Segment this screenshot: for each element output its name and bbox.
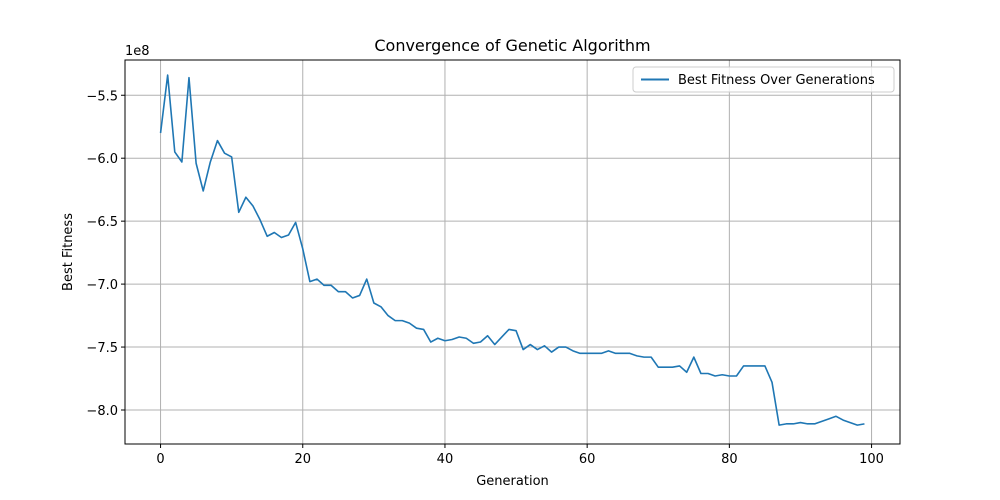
legend-box (632, 66, 895, 93)
x-tick-label: 20 (294, 452, 311, 467)
chart-title: Convergence of Genetic Algorithm (374, 36, 650, 55)
legend: Best Fitness Over Generations (632, 66, 895, 93)
x-tick-label: 40 (437, 452, 454, 467)
y-axis-ticks: −8.0 −7.5 −7.0 −6.5 −6.0 −5.5 (86, 89, 125, 419)
x-tick-label: 0 (156, 452, 164, 467)
x-axis-ticks: 0 20 40 60 80 100 (156, 444, 884, 467)
y-axis-offset-text: 1e8 (125, 44, 150, 59)
series-layer (159, 74, 865, 426)
x-tick-label: 100 (859, 452, 884, 467)
y-tick-label: −7.0 (86, 278, 118, 293)
series-line (159, 74, 865, 426)
y-tick-label: −7.5 (86, 341, 118, 356)
y-tick-label: −8.0 (86, 404, 118, 419)
x-axis-label: Generation (476, 474, 549, 489)
y-axis-label: Best Fitness (61, 213, 76, 291)
y-tick-label: −5.5 (86, 89, 118, 104)
plot-frame (124, 59, 901, 445)
y-tick-label: −6.5 (86, 215, 118, 230)
x-tick-label: 60 (579, 452, 596, 467)
y-tick-label: −6.0 (86, 152, 118, 167)
legend-label: Best Fitness Over Generations (678, 73, 875, 88)
grid (125, 60, 900, 444)
x-tick-label: 80 (721, 452, 738, 467)
